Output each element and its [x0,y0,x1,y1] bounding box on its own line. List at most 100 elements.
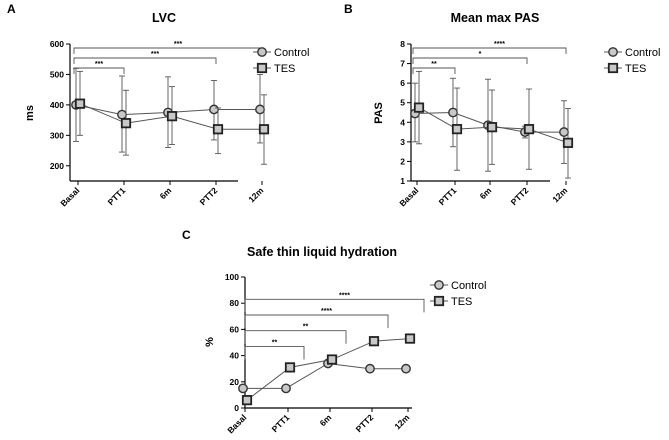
data-point-square [284,362,296,373]
significance-line [73,67,125,74]
significance-line [244,345,305,360]
significance-label: **** [339,292,350,299]
y-tick-label: 7 [400,59,405,69]
series-control [238,358,411,394]
significance-line [244,298,425,313]
data-point-circle [117,109,127,120]
data-point-square [326,354,338,365]
y-tick-label: 6 [400,78,405,88]
significance-bracket: *** [73,61,125,74]
data-point-circle [559,127,569,137]
x-tick-label: 12m [392,412,411,431]
legend-label: Control [451,280,486,292]
series-line [246,338,411,401]
panel-letter: B [344,2,353,16]
significance-line [412,47,567,54]
chart-title: LVC [152,11,176,25]
significance-bracket: **** [244,308,389,329]
legend-marker-square [433,295,445,307]
significance-bracket: * [412,51,528,64]
y-tick-label: 200 [50,161,64,171]
y-tick-label: 20 [230,377,240,387]
significance-line [412,57,528,64]
x-tick-label: PTT2 [509,185,531,207]
legend-label: Control [625,47,660,59]
legend-label: TES [274,63,295,75]
x-tick-label: PTT1 [106,185,128,207]
data-point-square [451,124,463,135]
series-tes [241,333,416,406]
x-tick-label: PTT1 [270,412,292,434]
data-point-square [241,395,253,406]
x-tick-label: Basal [58,185,81,208]
data-point-square [404,333,416,344]
legend-marker-circle [608,47,618,57]
data-point-square [258,124,270,135]
significance-line [244,314,389,329]
y-tick-label: 3 [400,137,405,147]
y-tick-label: 2 [400,156,405,166]
x-tick-label: 12m [246,185,265,204]
x-tick-label: PTT2 [354,412,376,434]
significance-label: **** [321,308,332,315]
data-point-square [413,102,425,113]
significance-bracket: ** [244,339,305,360]
y-tick-label: 500 [50,69,64,79]
x-tick-label: Basal [397,185,420,208]
legend-marker-circle [434,280,444,290]
y-tick-label: 600 [50,39,64,49]
significance-bracket: **** [412,41,567,54]
legend-label: TES [451,296,472,308]
panel-letter: C [182,228,191,242]
legend: Control TES [430,280,486,308]
legend-marker-square [607,62,619,74]
significance-label: *** [151,51,159,58]
data-point-circle [401,363,411,374]
y-tick-label: 4 [400,117,405,127]
data-point-square [368,336,380,347]
y-tick-label: 300 [50,130,64,140]
data-point-square [212,124,224,135]
series-tes [74,70,270,165]
data-point-circle [448,107,458,118]
significance-label: **** [494,41,505,48]
significance-label: *** [174,41,182,48]
y-tick-label: 80 [230,298,240,308]
x-tick-label: 6m [318,412,334,428]
panel-letter: A [7,2,16,16]
chart-panel-a: A LVC ms 200 300 400 500 600 Basal PTT1 6m PTT2 12m *… [7,2,309,208]
y-tick-label: 60 [230,324,240,334]
x-tick-label: PTT1 [437,185,459,207]
chart-title: Safe thin liquid hydration [247,245,397,259]
data-point-circle [365,363,375,374]
data-point-circle [209,104,219,115]
data-point-circle [255,104,265,115]
significance-line [73,57,217,64]
significance-line [73,47,263,54]
significance-label: * [479,51,482,58]
data-point-square [74,98,86,109]
data-point-square [562,137,574,148]
legend-label: TES [625,63,646,75]
legend: Control TES [253,47,309,75]
series-tes [413,70,574,179]
legend-marker-square [256,62,268,74]
legend: Control TES [604,47,660,75]
significance-bracket: *** [73,51,217,64]
significance-bracket: ** [244,324,347,344]
data-point-circle [238,383,248,394]
significance-label: ** [303,324,309,331]
x-tick-label: 6m [158,185,174,201]
y-axis-label: % [204,337,216,347]
significance-label: ** [272,339,278,346]
y-tick-label: 8 [400,39,405,49]
x-tick-label: Basal [225,412,248,435]
chart-panel-b: B Mean max PAS PAS 1 2 3 4 5 6 7 8 Basal PTT1 6m PTT2 1… [344,2,660,208]
y-axis-label: ms [24,105,36,121]
data-point-square [523,124,535,135]
y-tick-label: 400 [50,100,64,110]
legend-label: Control [274,47,309,59]
significance-line [412,67,456,74]
chart-panel-c: C Safe thin liquid hydration% 0 20 40 60 80 100… [182,228,486,435]
